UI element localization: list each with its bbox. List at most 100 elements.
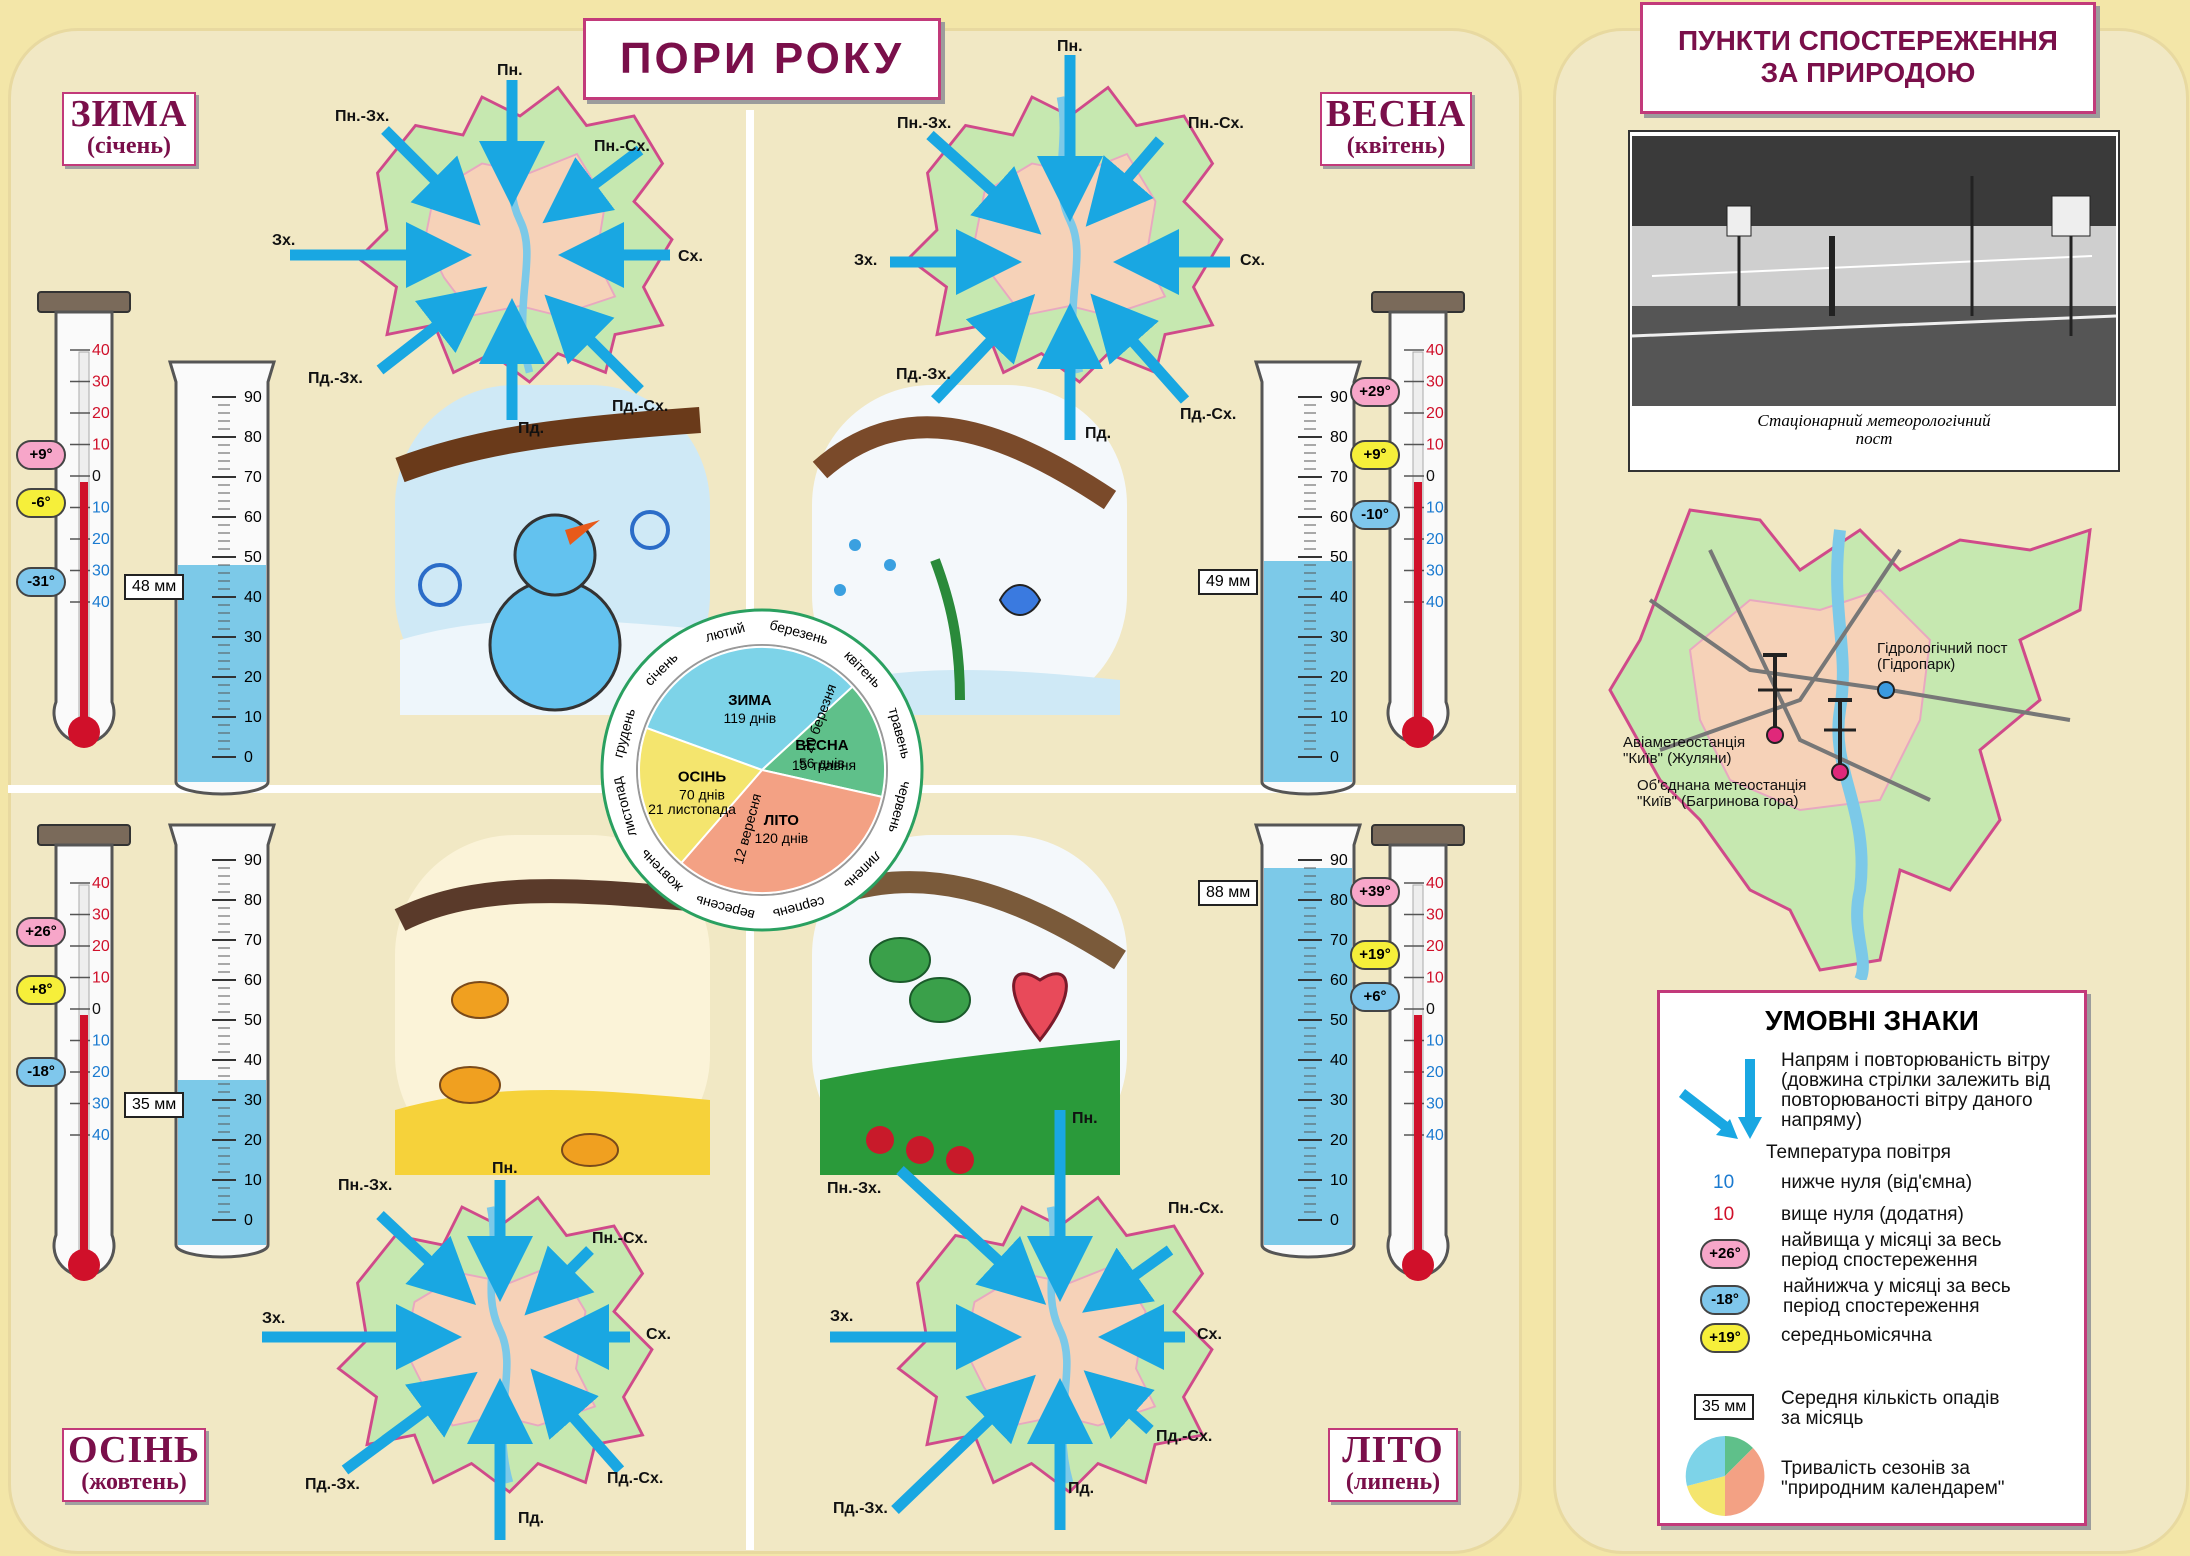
legend-max-line1: найвища у місяці за весь — [1781, 1230, 2002, 1251]
cylinder-tick-label: 10 — [244, 709, 262, 726]
season-month: (квітень) — [1346, 133, 1446, 159]
cylinder-tick-label: 30 — [244, 1092, 262, 1109]
cylinder-tick-label: 10 — [1330, 1172, 1348, 1189]
thermo-tick-label: 40 — [92, 1127, 110, 1144]
thermo-tick-label: 20 — [1426, 531, 1444, 548]
calendar-slice-summer — [679, 768, 884, 894]
spring-dir-label-w: Зх. — [854, 252, 878, 269]
spring-dir-label-nw: Пн.-Зх. — [897, 115, 952, 132]
calendar-season-name: ВЕСНА — [795, 737, 849, 754]
summer-dir-label-ne: Пн.-Сх. — [1168, 1200, 1224, 1217]
thermo-tick-label: 10 — [1426, 437, 1444, 454]
spring-dir-label-ne: Пн.-Сх. — [1188, 115, 1244, 132]
cylinder-tick-label: 60 — [244, 509, 262, 526]
legend-pie-line1: Тривалість сезонів за — [1781, 1458, 1970, 1479]
season-month: (липень) — [1345, 1469, 1441, 1495]
calendar-season-name: ЛІТО — [764, 812, 799, 829]
cylinder-tick-label: 60 — [1330, 509, 1348, 526]
thermo-tick-label: 10 — [92, 437, 110, 454]
calendar-season-days: 70 днів — [679, 787, 725, 803]
cylinder-tick-label: 20 — [244, 1132, 262, 1149]
season-label-summer: ЛІТО (липень) — [1328, 1428, 1458, 1502]
thermo-tick-label: 40 — [92, 342, 110, 359]
page-title: ПОРИ РОКУ — [583, 18, 941, 100]
cylinder-tick-label: 80 — [1330, 429, 1348, 446]
legend-mean-text: середньомісячна — [1781, 1325, 1932, 1346]
autumn-precip-label: 35 мм — [124, 1092, 185, 1118]
spring-mean-temp: +9° — [1350, 440, 1400, 470]
legend-wind-line3: повторюваності вітру даного — [1781, 1090, 2033, 1111]
calendar-boundary-date: 21 листопада — [648, 801, 736, 817]
season-label-spring: ВЕСНА (квітень) — [1320, 92, 1472, 166]
legend-max-sample: +26° — [1700, 1239, 1750, 1269]
autumn-dir-label-nw: Пн.-Зх. — [338, 1177, 393, 1194]
summer-min-temp: +6° — [1350, 982, 1400, 1012]
summer-mean-temp: +19° — [1350, 940, 1400, 970]
thermo-tick-label: 30 — [92, 1096, 110, 1113]
summer-dir-label-nw: Пн.-Зх. — [827, 1180, 882, 1197]
summer-dir-label-sw: Пд.-Зх. — [833, 1500, 888, 1517]
thermo-tick-label: 30 — [92, 907, 110, 924]
legend-max-text: найвища у місяці за весь період спостере… — [1781, 1231, 2002, 1271]
photo-caption-line1: Стаціонарний метеорологічний — [1757, 411, 1991, 430]
winter-dir-label-n: Пн. — [497, 62, 523, 79]
legend-pie-icon — [1685, 1436, 1765, 1516]
thermo-tick-label: 10 — [92, 970, 110, 987]
summer-wind-arrows — [830, 1110, 1185, 1530]
cylinder-tick-label: 60 — [244, 972, 262, 989]
cylinder-tick-label: 50 — [1330, 1012, 1348, 1029]
cylinder-tick-label: 20 — [1330, 1132, 1348, 1149]
season-month: (січень) — [86, 133, 171, 159]
thermo-mercury — [1414, 482, 1422, 732]
cylinder-tick-label: 90 — [244, 389, 262, 406]
autumn-dir-label-se: Пд.-Сх. — [607, 1470, 664, 1487]
spring-wind-arrows — [890, 55, 1230, 440]
season-name: ЗИМА — [70, 93, 188, 135]
thermo-mercury — [1414, 1015, 1422, 1265]
calendar-slice-winter — [645, 646, 854, 772]
thermo-tick-label: 10 — [1426, 500, 1444, 517]
legend-wind-line2: (довжина стрілки залежить від — [1781, 1070, 2051, 1091]
thermo-tick-label: 20 — [1426, 938, 1444, 955]
legend-precip-line1: Середня кількість опадів — [1781, 1388, 2000, 1409]
cylinder-tick-label: 0 — [244, 749, 253, 766]
spring-picture — [812, 385, 1127, 715]
cylinder-tick-label: 90 — [1330, 852, 1348, 869]
season-label-autumn: ОСІНЬ (жовтень) — [62, 1428, 206, 1502]
legend-wind-text: Напрям і повторюваність вітру (довжина с… — [1781, 1051, 2050, 1131]
legend-pie-text: Тривалість сезонів за "природним календа… — [1781, 1459, 2005, 1499]
thermo-tick-label: 10 — [92, 500, 110, 517]
thermo-tick-label: 20 — [92, 405, 110, 422]
legend-below-text: нижче нуля (від'ємна) — [1781, 1172, 1973, 1193]
spring-dir-label-e: Сх. — [1240, 252, 1265, 269]
observation-title-line2: ЗА ПРИРОДОЮ — [1760, 57, 1976, 88]
thermo-tick-label: 20 — [1426, 1064, 1444, 1081]
summer-precip-label: 88 мм — [1198, 880, 1259, 906]
cylinder-tick-label: 90 — [1330, 389, 1348, 406]
thermo-tick-label: 40 — [1426, 594, 1444, 611]
autumn-dir-label-sw: Пд.-Зх. — [305, 1476, 360, 1493]
legend-wind-line1: Напрям і повторюваність вітру — [1781, 1050, 2050, 1071]
thermo-tick-label: 40 — [92, 594, 110, 611]
cylinder-tick-label: 30 — [1330, 629, 1348, 646]
cylinder-tick-label: 60 — [1330, 972, 1348, 989]
cylinder-tick-label: 50 — [1330, 549, 1348, 566]
thermo-tick-label: 40 — [1426, 1127, 1444, 1144]
station-bagrinova-label: Об'єднана метеостанція "Київ" (Багринова… — [1637, 778, 1806, 810]
station-bagrinova-line1: Об'єднана метеостанція — [1637, 777, 1807, 794]
winter-dir-label-sw: Пд.-Зх. — [308, 370, 363, 387]
winter-dir-label-nw: Пн.-Зх. — [335, 108, 390, 125]
cylinder-tick-label: 90 — [244, 852, 262, 869]
winter-min-temp: -31° — [16, 567, 66, 597]
autumn-mean-temp: +8° — [16, 975, 66, 1005]
cylinder-tick-label: 40 — [244, 589, 262, 606]
winter-wind-arrows — [290, 80, 670, 420]
legend-precip-sample: 35 мм — [1694, 1394, 1755, 1420]
legend-precip-text: Середня кількість опадів за місяць — [1781, 1389, 1999, 1429]
observation-title: ПУНКТИ СПОСТЕРЕЖЕННЯ ЗА ПРИРОДОЮ — [1640, 2, 2096, 114]
cylinder-tick-label: 0 — [244, 1212, 253, 1229]
season-label-winter: ЗИМА (січень) — [62, 92, 196, 166]
thermo-tick-label: 30 — [1426, 563, 1444, 580]
calendar-season-days: 120 днів — [755, 830, 809, 846]
